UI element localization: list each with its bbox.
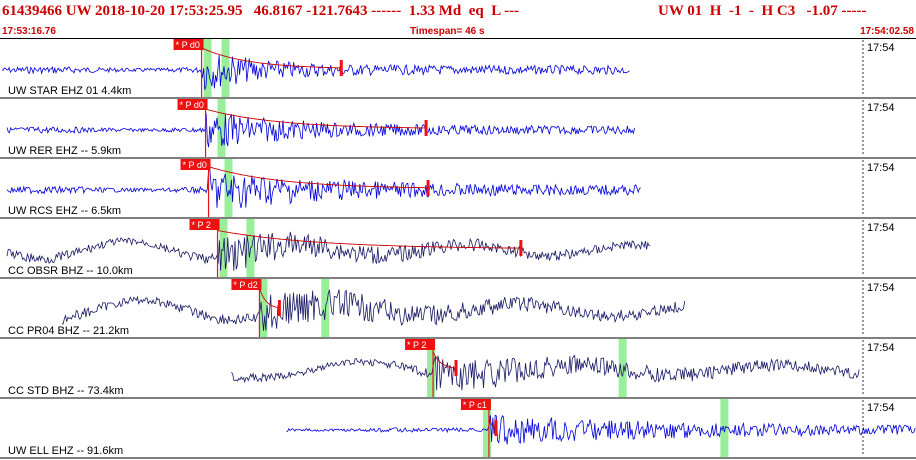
waveform-trace-4 (61, 289, 686, 331)
waveform-trace-3 (6, 231, 651, 271)
pick-label-box-5 (405, 339, 436, 350)
coda-end-marker-1 (424, 120, 428, 136)
pick-label-5: * P 2 (407, 340, 426, 350)
time-tick-label-3: 17:54 (867, 222, 895, 234)
analysis-window-5-0 (427, 339, 436, 397)
time-tick-label-0: 17:54 (867, 42, 895, 54)
time-tick-label-5: 17:54 (867, 342, 895, 354)
channel-row-1: * P d0 UW RER EHZ -- 5.9km 17:54 (0, 99, 916, 159)
event-header: 61439466 UW 2018-10-20 17:53:25.95 46.81… (0, 0, 916, 38)
pick-label-1: * P d0 (180, 100, 204, 110)
channel-row-5: * P 2 CC STD BHZ -- 73.4km 17:54 (0, 339, 916, 399)
channel-row-4: * P d2 CC PR04 BHZ -- 21.2km 17:54 (0, 279, 916, 339)
time-tick-label-1: 17:54 (867, 102, 895, 114)
waveform-trace-5 (231, 354, 860, 391)
pick-label-4: * P d2 (233, 280, 257, 290)
analysis-window-4-0 (259, 279, 268, 337)
coda-end-marker-6 (494, 420, 498, 436)
time-tick-label-4: 17:54 (867, 282, 895, 294)
start-time: 17:53:16.76 (2, 26, 56, 37)
pick-label-box-2 (180, 159, 211, 170)
timespan-label: Timespan= 46 s (410, 26, 485, 37)
station-label-4: CC PR04 BHZ -- 21.2km (8, 325, 129, 337)
channel-row-2: * P d0 UW RCS EHZ -- 6.5km 17:54 (0, 159, 916, 219)
analysis-window-2-0 (224, 159, 233, 217)
end-time: 17:54:02.58 (860, 26, 914, 37)
pick-label-6: * P c1 (463, 400, 487, 410)
waveform-trace-0 (1, 55, 630, 90)
station-label-1: UW RER EHZ -- 5.9km (8, 145, 121, 157)
analysis-window-6-0 (482, 399, 491, 457)
coda-end-marker-2 (426, 180, 430, 196)
coda-curve-1 (205, 108, 426, 129)
analysis-window-6-1 (720, 399, 729, 457)
event-quality: UW 01 H -1 - H C3 -1.07 ----- (658, 3, 867, 19)
analysis-window-1-0 (217, 99, 226, 157)
coda-curve-6 (488, 414, 496, 429)
pick-label-box-1 (177, 99, 208, 110)
channel-row-6: * P c1 UW ELL EHZ -- 91.6km 17:54 (0, 399, 916, 459)
coda-end-marker-3 (519, 240, 523, 256)
analysis-window-5-1 (618, 339, 627, 397)
coda-end-marker-0 (339, 60, 343, 76)
station-label-5: CC STD BHZ -- 73.4km (8, 385, 124, 397)
channel-row-0: * P d0 UW STAR EHZ 01 4.4km 17:54 (0, 39, 916, 99)
coda-curve-5 (432, 351, 456, 369)
time-tick-label-2: 17:54 (867, 162, 895, 174)
event-summary: 61439466 UW 2018-10-20 17:53:25.95 46.81… (2, 3, 520, 19)
coda-curve-2 (208, 166, 427, 189)
coda-end-marker-5 (454, 360, 458, 376)
waveform-panel: * P d0 UW STAR EHZ 01 4.4km 17:54 * P d0 UW … (0, 38, 916, 459)
pick-label-3: * P 2 (192, 220, 211, 230)
waveform-trace-6 (286, 414, 916, 445)
pick-label-box-4 (231, 279, 262, 290)
station-label-0: UW STAR EHZ 01 4.4km (8, 85, 131, 97)
coda-curve-4 (258, 287, 278, 308)
pick-label-box-0 (173, 39, 204, 50)
pick-label-box-6 (460, 399, 491, 410)
analysis-window-0-1 (221, 39, 230, 97)
station-label-3: CC OBSR BHZ -- 10.0km (8, 265, 133, 277)
coda-end-marker-4 (277, 300, 281, 316)
pick-label-box-3 (189, 219, 220, 230)
pick-label-0: * P d0 (176, 40, 200, 50)
waveform-trace-2 (6, 169, 641, 209)
pick-label-2: * P d0 (183, 160, 207, 170)
time-tick-label-6: 17:54 (867, 402, 895, 414)
station-label-6: UW ELL EHZ -- 91.6km (8, 445, 123, 457)
coda-curve-3 (217, 230, 520, 249)
channel-row-3: * P 2 CC OBSR BHZ -- 10.0km 17:54 (0, 219, 916, 279)
station-label-2: UW RCS EHZ -- 6.5km (8, 205, 121, 217)
coda-curve-0 (201, 47, 340, 69)
waveform-trace-1 (6, 113, 635, 148)
